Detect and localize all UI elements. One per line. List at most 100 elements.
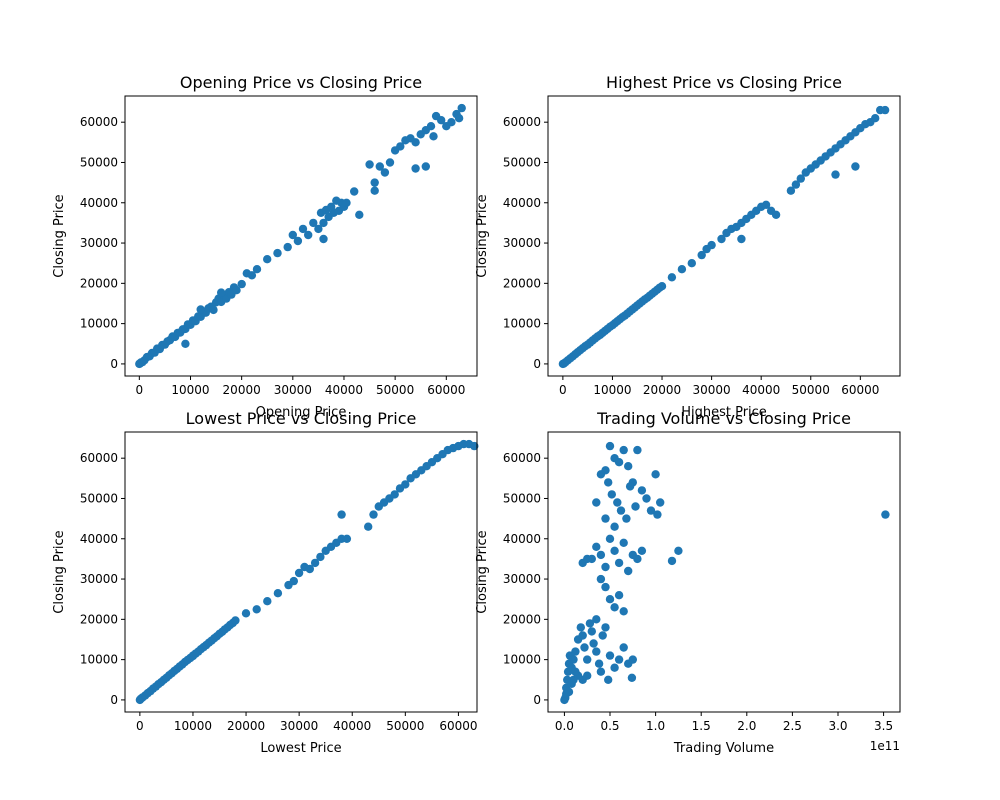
- x-tick-label: 10000: [171, 383, 209, 397]
- data-point: [771, 210, 781, 219]
- x-tick-label: 3.0: [828, 719, 847, 733]
- data-point: [587, 627, 596, 636]
- data-point: [305, 564, 314, 574]
- data-point: [447, 118, 456, 127]
- data-point: [390, 490, 399, 499]
- data-point: [619, 643, 628, 652]
- data-point: [614, 591, 624, 600]
- y-tick-label: 30000: [80, 236, 118, 250]
- data-point: [592, 542, 601, 551]
- x-tick-label: 40000: [742, 383, 780, 397]
- data-point: [370, 186, 379, 195]
- axes-frame: [547, 431, 901, 713]
- x-ticks: 0 10000 20000 30000 40000 50000 60000: [559, 376, 879, 397]
- x-tick-label: 20000: [643, 383, 681, 397]
- data-point: [241, 609, 251, 618]
- y-axis-label: Closing Price: [52, 530, 67, 613]
- y-tick-label: 40000: [80, 196, 118, 210]
- x-tick-label: 20000: [227, 719, 265, 733]
- x-tick-label: 1.5: [692, 719, 711, 733]
- data-point: [737, 234, 746, 244]
- subplot-lowest-vs-closing: 0 10000 20000 30000 40000 50000 60000 0 10000 20…: [52, 409, 479, 756]
- data-point: [337, 510, 346, 519]
- y-tick-label: 20000: [80, 276, 118, 290]
- data-point: [624, 462, 633, 471]
- y-tick-label: 60000: [80, 115, 118, 129]
- x-ticks: 0 10000 20000 30000 40000 50000 60000: [136, 376, 465, 397]
- data-point: [642, 494, 651, 503]
- data-point: [637, 546, 647, 555]
- x-tick-label: 30000: [693, 383, 731, 397]
- data-point: [667, 556, 677, 566]
- data-point: [564, 687, 574, 697]
- x-axis-offset-label: 1e11: [870, 739, 900, 753]
- y-tick-label: 50000: [80, 491, 118, 505]
- y-tick-label: 10000: [503, 653, 541, 667]
- data-point: [598, 631, 607, 640]
- data-point: [637, 486, 647, 495]
- y-tick-label: 20000: [80, 612, 118, 626]
- data-point: [614, 655, 624, 664]
- y-ticks: 0 10000 20000 30000 40000 50000 60000: [503, 451, 548, 707]
- subplot-opening-vs-closing: 0 10000 20000 30000 40000 50000 60000 0 10000 20…: [52, 73, 478, 420]
- y-tick-label: 30000: [503, 572, 541, 586]
- data-point: [619, 538, 628, 547]
- data-point: [375, 162, 384, 171]
- data-point: [633, 554, 642, 564]
- data-point: [583, 554, 592, 564]
- data-point: [181, 339, 190, 348]
- data-point: [605, 651, 615, 660]
- data-point: [426, 122, 436, 131]
- data-point: [627, 673, 637, 682]
- data-point: [247, 271, 257, 280]
- x-tick-label: 2.0: [737, 719, 756, 733]
- data-point: [657, 282, 667, 291]
- y-tick-label: 50000: [80, 155, 118, 169]
- data-point: [217, 288, 226, 297]
- x-tick-label: 60000: [841, 383, 879, 397]
- y-tick-label: 60000: [80, 451, 118, 465]
- data-point: [567, 679, 576, 688]
- data-point: [631, 502, 640, 511]
- data-point: [401, 480, 410, 489]
- data-point: [364, 522, 373, 531]
- x-tick-label: 10000: [593, 383, 631, 397]
- data-point: [310, 558, 320, 568]
- y-tick-label: 0: [533, 693, 541, 707]
- scatter-points: [135, 103, 466, 369]
- data-point: [601, 623, 610, 632]
- data-point: [604, 675, 613, 684]
- x-axis-label: Lowest Price: [260, 741, 341, 756]
- y-tick-label: 10000: [80, 653, 118, 667]
- data-point: [601, 514, 610, 523]
- data-point: [283, 242, 292, 252]
- data-point: [610, 546, 619, 555]
- data-point: [288, 230, 297, 240]
- data-point: [454, 114, 464, 123]
- scatter-points: [560, 441, 890, 705]
- data-point: [209, 305, 218, 315]
- x-tick-label: 50000: [792, 383, 830, 397]
- y-tick-label: 40000: [503, 532, 541, 546]
- y-tick-label: 10000: [503, 317, 541, 331]
- data-point: [309, 218, 318, 228]
- data-point: [411, 138, 420, 147]
- data-point: [594, 659, 604, 668]
- data-point: [651, 470, 660, 479]
- data-point: [188, 651, 198, 660]
- data-point: [624, 566, 633, 576]
- y-tick-label: 20000: [503, 612, 541, 626]
- data-point: [687, 259, 696, 268]
- data-point: [350, 187, 359, 196]
- data-point: [697, 250, 706, 260]
- data-point: [370, 178, 379, 187]
- data-point: [314, 224, 323, 234]
- data-point: [619, 445, 628, 455]
- data-point: [601, 562, 610, 572]
- x-tick-label: 60000: [439, 719, 477, 733]
- data-point: [470, 441, 479, 451]
- x-tick-label: 3.5: [874, 719, 893, 733]
- y-ticks: 0 10000 20000 30000 40000 50000 60000: [80, 115, 125, 371]
- data-point: [421, 162, 430, 171]
- data-point: [605, 441, 615, 451]
